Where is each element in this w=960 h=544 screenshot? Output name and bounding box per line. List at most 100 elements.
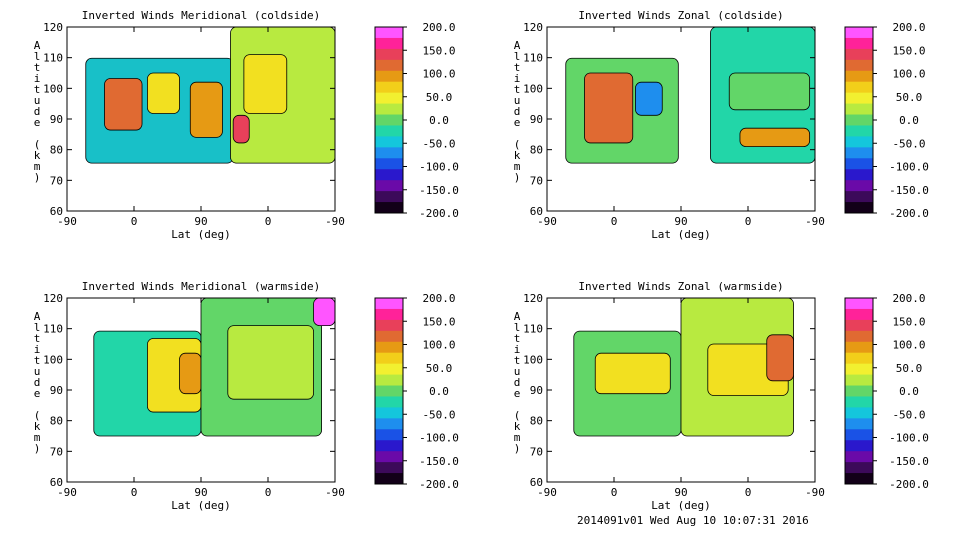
panel-title: Inverted Winds Zonal (coldside) bbox=[578, 9, 783, 22]
colorbar-label: -200.0 bbox=[889, 207, 929, 220]
colorbar-segment bbox=[375, 341, 403, 354]
x-tick-label: -90 bbox=[57, 215, 77, 228]
colorbar-segment bbox=[375, 462, 403, 474]
colorbar-label: -100.0 bbox=[889, 432, 929, 445]
colorbar-segment bbox=[845, 180, 873, 192]
y-axis-label-char: k bbox=[34, 149, 41, 162]
y-tick-label: 120 bbox=[523, 21, 543, 34]
colorbar-label: -50.0 bbox=[422, 137, 455, 150]
colorbar-segment bbox=[845, 451, 873, 463]
colorbar-label: 50.0 bbox=[426, 91, 453, 104]
panel-1: Inverted Winds Meridional (coldside) 60 70… bbox=[34, 9, 459, 241]
y-axis-label-char: t bbox=[34, 354, 41, 367]
colorbar-segment bbox=[845, 92, 873, 105]
x-tick-label: -90 bbox=[57, 486, 77, 499]
colorbar-label: -200.0 bbox=[419, 478, 459, 491]
y-tick-label: 70 bbox=[530, 445, 543, 458]
contour-fill bbox=[179, 352, 202, 395]
colorbar-label: 200.0 bbox=[892, 292, 925, 305]
colorbar-label: -100.0 bbox=[419, 432, 459, 445]
y-axis-label-char: t bbox=[514, 83, 521, 96]
colorbar-label: 100.0 bbox=[892, 68, 925, 81]
colorbar-segment bbox=[375, 136, 403, 148]
colorbar-segment bbox=[845, 385, 873, 397]
y-tick-label: 110 bbox=[523, 323, 543, 336]
y-tick-label: 80 bbox=[530, 144, 543, 157]
colorbar-segment bbox=[375, 202, 403, 214]
colorbar-segment bbox=[845, 103, 873, 116]
colorbar-label: 150.0 bbox=[422, 44, 455, 57]
colorbar-label: 50.0 bbox=[896, 362, 923, 375]
y-axis-label-char: A bbox=[514, 39, 521, 52]
y-tick-label: 90 bbox=[530, 384, 543, 397]
y-axis-label-char: u bbox=[514, 94, 521, 107]
y-axis-label-char: i bbox=[34, 72, 41, 85]
y-axis-label-char: l bbox=[514, 50, 521, 63]
y-tick-label: 70 bbox=[50, 445, 63, 458]
colorbar-segment bbox=[375, 191, 403, 203]
panel-3: Inverted Winds Meridional (warmside) 60 70… bbox=[34, 280, 459, 512]
colorbar-label: -150.0 bbox=[889, 455, 929, 468]
x-axis-label: Lat (deg) bbox=[171, 499, 231, 512]
y-axis-label-char: u bbox=[34, 94, 41, 107]
x-tick-label: 0 bbox=[611, 215, 618, 228]
y-axis-label-char: t bbox=[34, 61, 41, 74]
colorbar-segment bbox=[375, 352, 403, 365]
x-tick-label: 90 bbox=[194, 215, 207, 228]
colorbar-segment bbox=[845, 81, 873, 94]
y-axis-label-char: m bbox=[34, 431, 41, 444]
colorbar-segment bbox=[845, 418, 873, 430]
colorbar-segment bbox=[375, 298, 403, 310]
panel-title: Inverted Winds Meridional (coldside) bbox=[82, 9, 320, 22]
colorbar-label: 150.0 bbox=[422, 315, 455, 328]
y-axis-label-char: t bbox=[34, 83, 41, 96]
y-tick-label: 110 bbox=[523, 52, 543, 65]
colorbar-label: 100.0 bbox=[422, 339, 455, 352]
x-tick-label: 90 bbox=[674, 215, 687, 228]
contour-fill bbox=[635, 81, 663, 116]
colorbar-segment bbox=[375, 27, 403, 39]
x-tick-label: 0 bbox=[611, 486, 618, 499]
colorbar-segment bbox=[845, 136, 873, 148]
colorbar-label: 200.0 bbox=[422, 292, 455, 305]
contour-fill bbox=[146, 72, 180, 114]
colorbar-segment bbox=[845, 59, 873, 72]
colorbar-segment bbox=[375, 308, 403, 321]
y-axis-label-char: t bbox=[514, 61, 521, 74]
colorbar-label: 100.0 bbox=[422, 68, 455, 81]
y-tick-label: 70 bbox=[530, 174, 543, 187]
colorbar-segment bbox=[845, 202, 873, 214]
colorbar-label: 200.0 bbox=[422, 21, 455, 34]
y-axis-label-char: e bbox=[514, 387, 521, 400]
colorbar-segment bbox=[845, 352, 873, 365]
y-tick-label: 90 bbox=[50, 113, 63, 126]
colorbar-label: 0.0 bbox=[429, 385, 449, 398]
y-axis-label-char: d bbox=[34, 105, 41, 118]
x-tick-label: -90 bbox=[805, 486, 825, 499]
y-axis-label-char: l bbox=[34, 50, 41, 63]
colorbar-label: -150.0 bbox=[419, 455, 459, 468]
colorbar-segment bbox=[375, 330, 403, 343]
y-axis-label-char: t bbox=[514, 354, 521, 367]
colorbar-segment bbox=[845, 429, 873, 441]
panel-2: Inverted Winds Zonal (coldside) 60 70 80 90 1… bbox=[514, 9, 929, 241]
x-tick-label: -90 bbox=[537, 486, 557, 499]
colorbar-label: -150.0 bbox=[889, 184, 929, 197]
colorbar-segment bbox=[375, 81, 403, 94]
colorbar-segment bbox=[375, 48, 403, 61]
y-axis-label-char: i bbox=[514, 72, 521, 85]
colorbar-segment bbox=[845, 169, 873, 181]
y-axis-label-char: A bbox=[34, 310, 41, 323]
colorbar-label: 50.0 bbox=[426, 362, 453, 375]
colorbar-segment bbox=[845, 114, 873, 126]
y-axis-label-char: l bbox=[514, 321, 521, 334]
y-axis-label-char: ) bbox=[514, 171, 521, 184]
colorbar-label: -50.0 bbox=[422, 408, 455, 421]
y-axis-label-char: t bbox=[34, 332, 41, 345]
colorbar-segment bbox=[375, 363, 403, 376]
colorbar-segment bbox=[845, 473, 873, 485]
colorbar-segment bbox=[375, 319, 403, 332]
x-tick-label: -90 bbox=[537, 215, 557, 228]
colorbar-segment bbox=[375, 92, 403, 105]
